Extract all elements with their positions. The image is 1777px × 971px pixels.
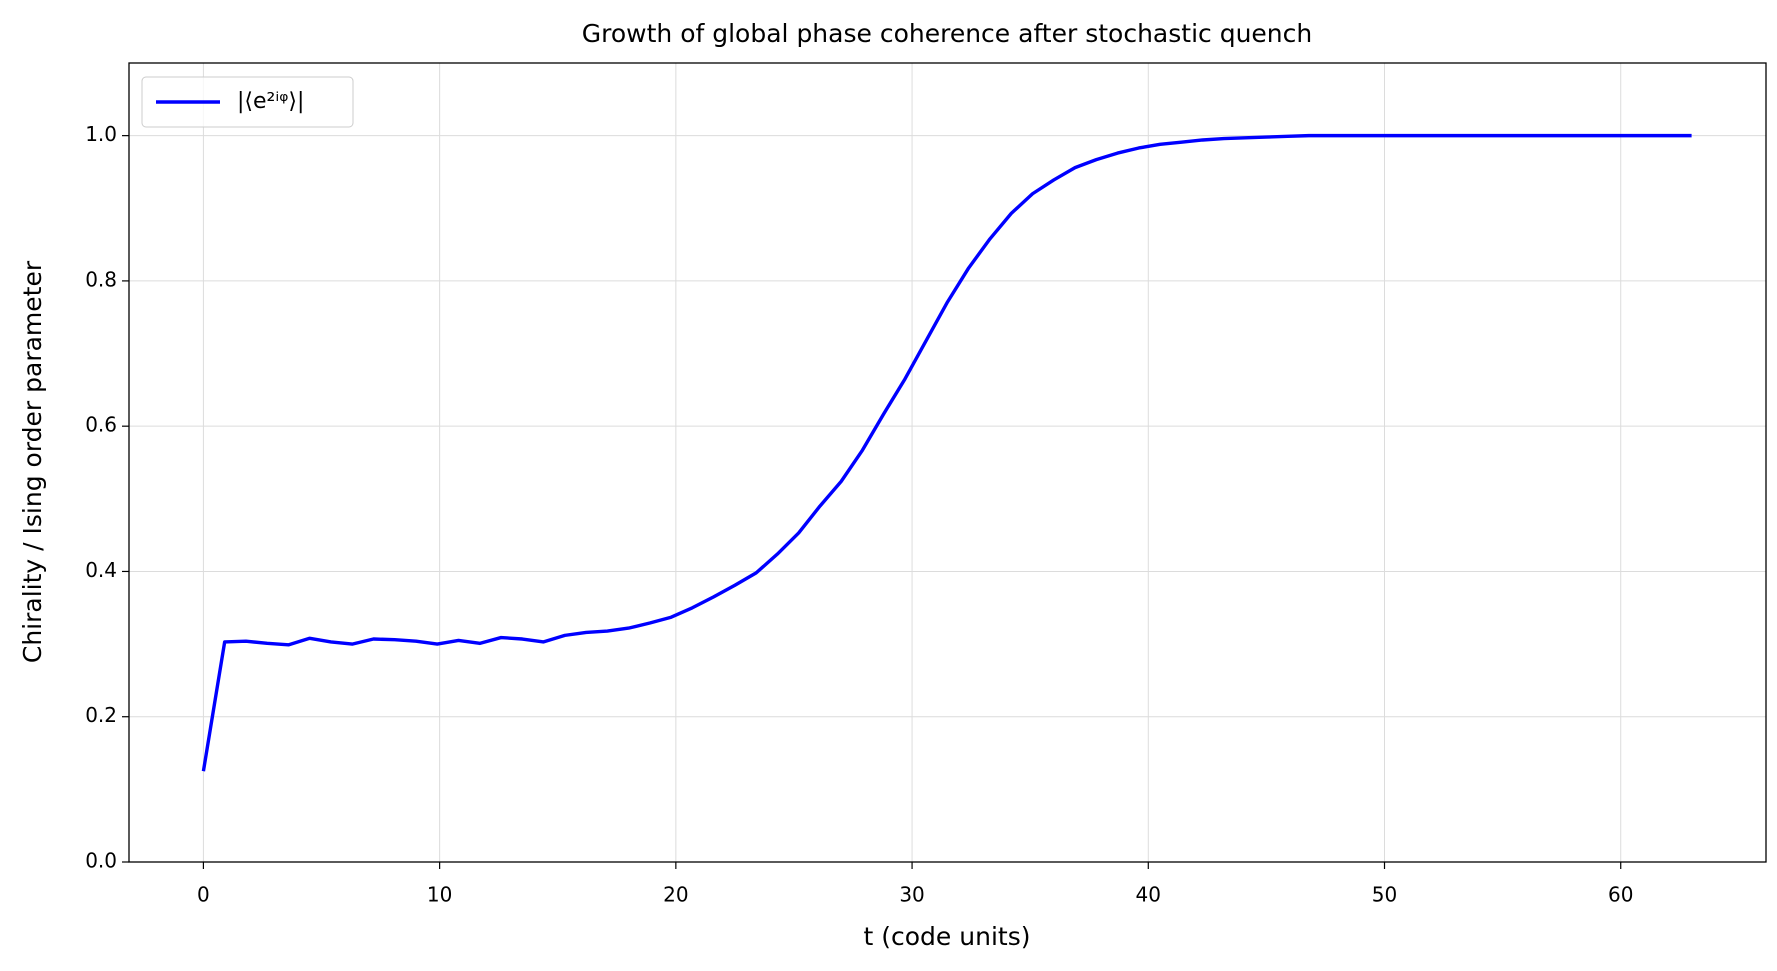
x-tick-label: 20 — [663, 883, 688, 907]
x-tick-label: 50 — [1372, 883, 1397, 907]
y-tick-label: 0.0 — [85, 849, 117, 873]
x-axis-label: t (code units) — [864, 922, 1031, 951]
data-line — [201, 133, 1692, 772]
x-tick-label: 10 — [427, 883, 452, 907]
x-tick-label: 0 — [197, 883, 210, 907]
legend: |⟨e²ⁱᵠ⟩| — [141, 76, 354, 128]
x-tick-label: 40 — [1136, 883, 1161, 907]
legend-box — [141, 76, 354, 128]
y-tick-label: 0.8 — [85, 267, 117, 291]
y-axis-label: Chirality / Ising order parameter — [18, 260, 47, 663]
plot-frame — [128, 62, 1767, 863]
y-tick-label: 0.2 — [85, 703, 117, 727]
legend-label: |⟨e²ⁱᵠ⟩| — [237, 89, 304, 114]
y-tick-label: 0.4 — [85, 558, 117, 582]
x-tick-label: 30 — [899, 883, 924, 907]
x-tick-label: 60 — [1608, 883, 1633, 907]
y-tick-label: 0.6 — [85, 413, 117, 437]
y-tick-label: 1.0 — [85, 122, 117, 146]
chart-title: Growth of global phase coherence after s… — [582, 19, 1312, 48]
